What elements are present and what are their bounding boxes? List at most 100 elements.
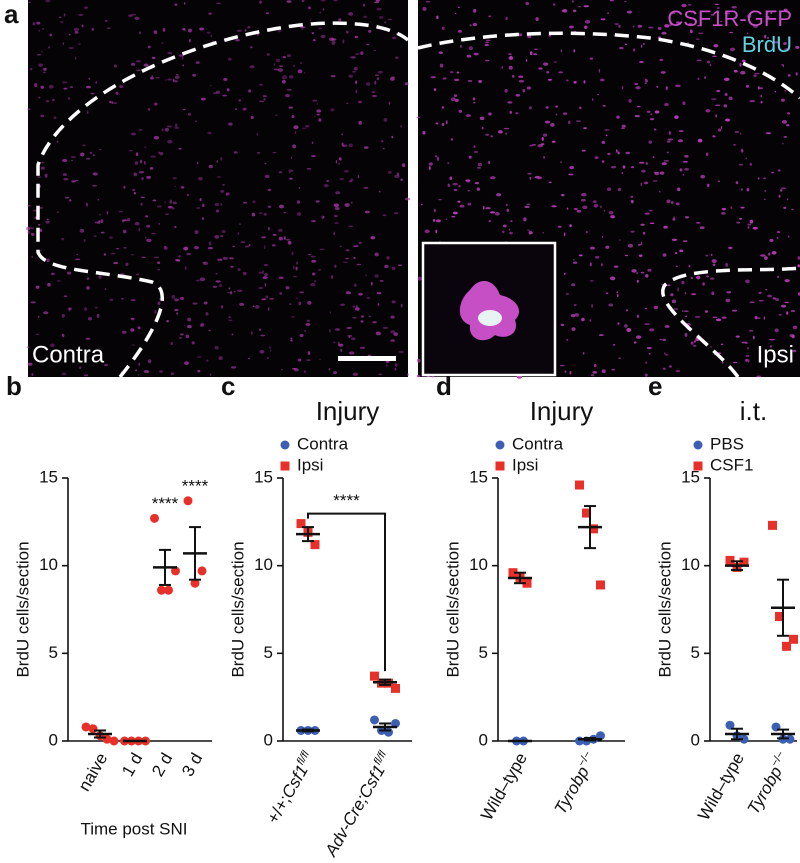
speckle [456, 71, 460, 74]
speckle [628, 99, 632, 103]
speckle [797, 292, 800, 296]
speckle [660, 71, 666, 74]
speckle [348, 12, 354, 16]
speckle [43, 71, 46, 74]
speckle [212, 91, 218, 94]
speckle [665, 86, 668, 90]
speckle [769, 345, 772, 348]
speckle [136, 69, 141, 72]
speckle [632, 48, 636, 52]
speckle [745, 354, 750, 357]
speckle [707, 60, 711, 64]
speckle [348, 180, 353, 183]
y-tick-label: 15 [681, 467, 700, 486]
speckle [710, 14, 715, 16]
speckle [602, 105, 606, 107]
speckle [87, 316, 92, 321]
speckle [363, 146, 369, 149]
speckle [583, 80, 586, 84]
speckle [677, 287, 679, 292]
speckle [562, 112, 568, 115]
speckle [396, 32, 398, 36]
speckle [745, 279, 750, 284]
speckle [590, 374, 595, 377]
data-point [197, 566, 207, 576]
speckle [575, 120, 582, 122]
speckle [264, 283, 266, 287]
speckle [263, 98, 266, 101]
speckle [62, 81, 68, 84]
speckle [49, 33, 53, 37]
speckle [141, 256, 146, 259]
speckle [528, 230, 533, 235]
speckle [46, 258, 50, 263]
speckle [465, 114, 471, 117]
speckle [167, 78, 172, 81]
speckle [642, 42, 645, 45]
speckle [187, 324, 192, 329]
speckle [791, 208, 794, 211]
data-point [310, 540, 320, 550]
speckle [345, 257, 350, 260]
speckle [228, 287, 231, 290]
speckle [753, 74, 757, 77]
legend-marker [693, 461, 703, 471]
speckle [451, 215, 456, 218]
speckle [315, 200, 320, 203]
speckle [657, 26, 662, 30]
speckle [435, 229, 438, 234]
speckle [56, 280, 61, 282]
speckle [352, 316, 357, 319]
speckle [174, 185, 176, 188]
speckle [171, 294, 176, 299]
speckle [384, 264, 389, 269]
speckle [705, 310, 708, 313]
speckle [668, 131, 671, 135]
speckle [206, 31, 211, 34]
speckle [130, 254, 135, 256]
speckle [329, 311, 332, 314]
speckle [208, 241, 212, 246]
speckle [363, 15, 368, 18]
data-point [508, 568, 518, 578]
speckle [140, 196, 145, 199]
speckle [153, 30, 158, 34]
speckle [740, 206, 745, 209]
speckle [420, 203, 423, 206]
y-tick-label: 10 [469, 555, 488, 574]
speckle [68, 47, 74, 49]
speckle [702, 282, 705, 286]
speckle [677, 187, 681, 192]
speckle [264, 245, 266, 250]
speckle [258, 212, 263, 214]
speckle [172, 201, 177, 205]
speckle [646, 110, 651, 113]
speckle [331, 41, 336, 45]
speckle [662, 253, 667, 257]
speckle [668, 365, 672, 368]
speckle [250, 46, 253, 49]
speckle [61, 237, 65, 241]
speckle [352, 305, 356, 308]
speckle [673, 308, 679, 310]
speckle [695, 222, 701, 224]
speckle [490, 176, 496, 180]
speckle [434, 155, 438, 158]
speckle [377, 70, 383, 74]
speckle [62, 42, 65, 46]
speckle [199, 27, 204, 31]
speckle [149, 166, 154, 170]
speckle [622, 85, 624, 90]
speckle [641, 169, 646, 173]
speckle [377, 303, 380, 306]
speckle [183, 2, 186, 5]
speckle [182, 64, 185, 67]
speckle [368, 30, 372, 33]
boundary-ipsi-bottom [661, 266, 800, 379]
speckle [167, 52, 173, 54]
speckle [341, 142, 344, 146]
speckle [391, 300, 396, 304]
speckle [236, 29, 242, 32]
speckle [436, 156, 440, 161]
x-tick-label: +/+;Csf1fl/fl [262, 748, 319, 827]
